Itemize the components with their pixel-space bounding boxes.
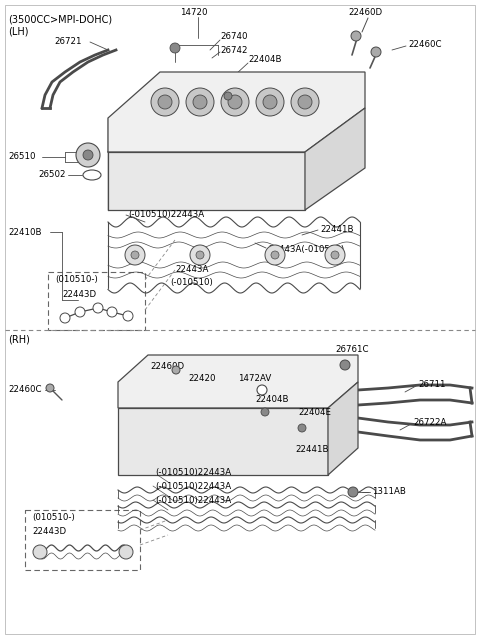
- Circle shape: [291, 88, 319, 116]
- Polygon shape: [118, 355, 358, 408]
- Polygon shape: [118, 408, 328, 475]
- Text: 22443A: 22443A: [175, 265, 209, 274]
- Text: 1472AV: 1472AV: [238, 374, 271, 383]
- Text: 14720: 14720: [180, 8, 207, 17]
- Circle shape: [172, 366, 180, 374]
- Circle shape: [83, 150, 93, 160]
- Circle shape: [263, 95, 277, 109]
- Text: (-010510)22443A: (-010510)22443A: [128, 210, 204, 219]
- Circle shape: [265, 245, 285, 265]
- Text: 22410B: 22410B: [8, 228, 41, 237]
- Circle shape: [228, 95, 242, 109]
- Circle shape: [60, 313, 70, 323]
- Circle shape: [221, 88, 249, 116]
- Text: 26711: 26711: [418, 380, 445, 389]
- Circle shape: [170, 43, 180, 53]
- Circle shape: [193, 95, 207, 109]
- Text: 22441B: 22441B: [295, 445, 328, 454]
- Circle shape: [158, 95, 172, 109]
- Text: 22460C: 22460C: [8, 385, 41, 394]
- Circle shape: [186, 88, 214, 116]
- Circle shape: [125, 245, 145, 265]
- Circle shape: [298, 424, 306, 432]
- Circle shape: [325, 245, 345, 265]
- Bar: [25, 510, 140, 570]
- Circle shape: [261, 408, 269, 416]
- Circle shape: [271, 251, 279, 259]
- Text: 26502: 26502: [38, 170, 65, 179]
- Circle shape: [340, 360, 350, 370]
- Circle shape: [119, 545, 133, 559]
- Text: 26510: 26510: [8, 152, 36, 161]
- Circle shape: [123, 311, 133, 321]
- Circle shape: [190, 245, 210, 265]
- Circle shape: [331, 251, 339, 259]
- Circle shape: [107, 307, 117, 317]
- Text: 22443A(-010510): 22443A(-010510): [268, 245, 344, 254]
- Text: 22443D: 22443D: [32, 527, 66, 536]
- Circle shape: [348, 487, 358, 497]
- Circle shape: [151, 88, 179, 116]
- Text: 22404E: 22404E: [298, 408, 331, 417]
- Text: 26722A: 26722A: [413, 418, 446, 427]
- Circle shape: [298, 95, 312, 109]
- Polygon shape: [328, 382, 358, 475]
- Text: 1311AB: 1311AB: [372, 487, 406, 496]
- Circle shape: [224, 92, 232, 100]
- Circle shape: [76, 143, 100, 167]
- Circle shape: [351, 31, 361, 41]
- Circle shape: [256, 88, 284, 116]
- Circle shape: [371, 47, 381, 57]
- Circle shape: [131, 251, 139, 259]
- Circle shape: [75, 307, 85, 317]
- Text: 22460D: 22460D: [348, 8, 382, 17]
- Text: (-010510)22443A: (-010510)22443A: [155, 468, 231, 477]
- Text: 22460D: 22460D: [150, 362, 184, 371]
- Polygon shape: [108, 72, 365, 152]
- Circle shape: [196, 251, 204, 259]
- Text: (-010510): (-010510): [170, 278, 214, 287]
- Text: 26742: 26742: [220, 46, 248, 55]
- Text: (-010510)22443A: (-010510)22443A: [155, 496, 231, 505]
- Text: (LH): (LH): [8, 27, 28, 37]
- Polygon shape: [305, 108, 365, 210]
- Text: 22441B: 22441B: [320, 225, 353, 234]
- Text: (3500CC>MPI-DOHC): (3500CC>MPI-DOHC): [8, 14, 112, 24]
- Circle shape: [93, 303, 103, 313]
- Text: 22420: 22420: [188, 374, 216, 383]
- Text: (RH): (RH): [8, 335, 30, 345]
- Text: 22404B: 22404B: [248, 55, 281, 64]
- Text: 22443D: 22443D: [62, 290, 96, 299]
- Text: 26721: 26721: [55, 37, 82, 46]
- Text: 26761C: 26761C: [335, 345, 369, 354]
- Text: 22460C: 22460C: [408, 40, 442, 49]
- Circle shape: [257, 385, 267, 395]
- Text: 22404B: 22404B: [255, 395, 288, 404]
- Circle shape: [46, 384, 54, 392]
- Text: (010510-): (010510-): [32, 513, 75, 522]
- Polygon shape: [108, 152, 305, 210]
- Bar: [48, 272, 145, 330]
- Text: 26740: 26740: [220, 32, 248, 41]
- Text: (010510-): (010510-): [55, 275, 98, 284]
- Text: (-010510)22443A: (-010510)22443A: [155, 482, 231, 491]
- Circle shape: [33, 545, 47, 559]
